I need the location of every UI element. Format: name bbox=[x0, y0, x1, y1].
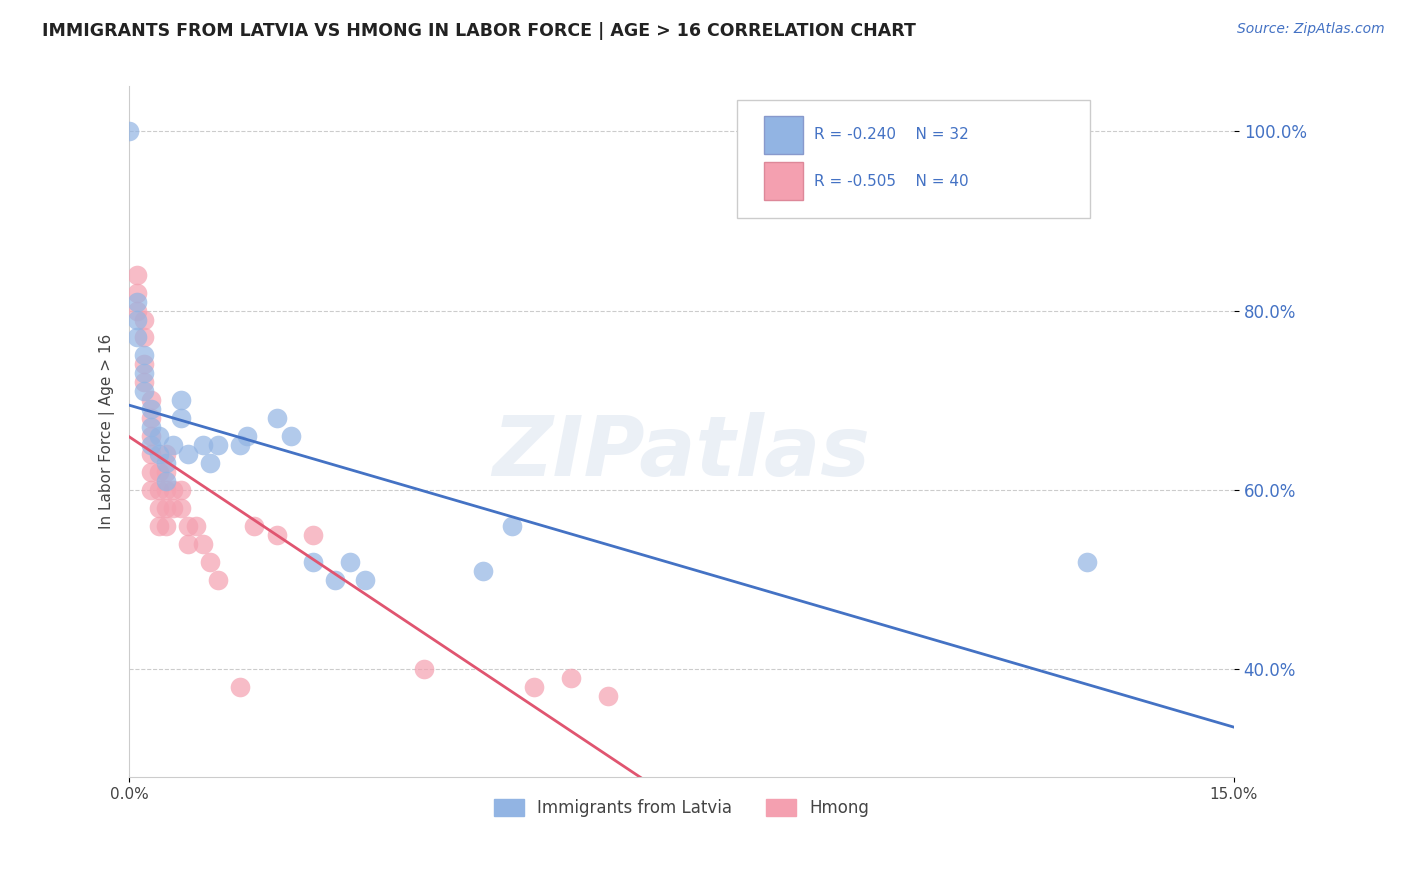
Text: Source: ZipAtlas.com: Source: ZipAtlas.com bbox=[1237, 22, 1385, 37]
Point bbox=[207, 438, 229, 452]
Point bbox=[155, 500, 177, 515]
Point bbox=[471, 564, 494, 578]
Point bbox=[132, 312, 155, 326]
Point bbox=[155, 456, 177, 470]
Point bbox=[228, 438, 250, 452]
Text: IMMIGRANTS FROM LATVIA VS HMONG IN LABOR FORCE | AGE > 16 CORRELATION CHART: IMMIGRANTS FROM LATVIA VS HMONG IN LABOR… bbox=[42, 22, 917, 40]
Point bbox=[125, 312, 148, 326]
Point bbox=[132, 330, 155, 344]
Point bbox=[141, 393, 163, 408]
Point bbox=[118, 124, 141, 138]
Point bbox=[155, 483, 177, 497]
Point bbox=[170, 500, 193, 515]
Point bbox=[141, 402, 163, 417]
Point bbox=[141, 420, 163, 434]
Point bbox=[132, 348, 155, 362]
Point bbox=[141, 438, 163, 452]
Point bbox=[354, 573, 377, 587]
Point bbox=[177, 447, 200, 461]
Point bbox=[302, 555, 325, 569]
Point bbox=[148, 483, 170, 497]
Point bbox=[207, 573, 229, 587]
Point bbox=[141, 429, 163, 443]
Point bbox=[523, 680, 546, 694]
Text: R = -0.505    N = 40: R = -0.505 N = 40 bbox=[814, 174, 969, 189]
Point bbox=[177, 518, 200, 533]
Point bbox=[266, 527, 288, 541]
Point bbox=[132, 384, 155, 399]
Point bbox=[148, 429, 170, 443]
Point bbox=[125, 285, 148, 300]
Point bbox=[162, 500, 184, 515]
Point bbox=[412, 662, 434, 676]
Point bbox=[148, 500, 170, 515]
Point bbox=[200, 555, 222, 569]
FancyBboxPatch shape bbox=[737, 100, 1090, 218]
Point bbox=[325, 573, 347, 587]
Point bbox=[125, 303, 148, 318]
Point bbox=[236, 429, 259, 443]
Text: R = -0.240    N = 32: R = -0.240 N = 32 bbox=[814, 128, 969, 142]
Point bbox=[302, 527, 325, 541]
Point bbox=[125, 268, 148, 282]
FancyBboxPatch shape bbox=[765, 116, 803, 153]
Point bbox=[155, 447, 177, 461]
Point bbox=[125, 294, 148, 309]
Point bbox=[162, 438, 184, 452]
Text: ZIPatlas: ZIPatlas bbox=[492, 412, 870, 492]
Point bbox=[266, 411, 288, 425]
FancyBboxPatch shape bbox=[765, 162, 803, 201]
Point bbox=[132, 367, 155, 381]
Point bbox=[148, 465, 170, 479]
Point bbox=[162, 483, 184, 497]
Point bbox=[177, 537, 200, 551]
Point bbox=[501, 518, 523, 533]
Point bbox=[243, 518, 266, 533]
Legend: Immigrants from Latvia, Hmong: Immigrants from Latvia, Hmong bbox=[488, 792, 876, 824]
Point bbox=[148, 447, 170, 461]
Point bbox=[191, 537, 214, 551]
Point bbox=[141, 483, 163, 497]
Point bbox=[184, 518, 207, 533]
Point bbox=[125, 330, 148, 344]
Point bbox=[228, 680, 250, 694]
Point bbox=[141, 411, 163, 425]
Point bbox=[148, 518, 170, 533]
Point bbox=[1076, 555, 1098, 569]
Point bbox=[141, 447, 163, 461]
Point bbox=[155, 465, 177, 479]
Y-axis label: In Labor Force | Age > 16: In Labor Force | Age > 16 bbox=[100, 334, 115, 529]
Point bbox=[132, 357, 155, 371]
Point bbox=[596, 689, 619, 703]
Point bbox=[200, 456, 222, 470]
Point bbox=[170, 483, 193, 497]
Point bbox=[170, 393, 193, 408]
Point bbox=[560, 671, 582, 685]
Point bbox=[339, 555, 361, 569]
Point bbox=[280, 429, 302, 443]
Point bbox=[191, 438, 214, 452]
Point bbox=[132, 376, 155, 390]
Point bbox=[155, 518, 177, 533]
Point bbox=[170, 411, 193, 425]
Point bbox=[141, 465, 163, 479]
Point bbox=[155, 474, 177, 488]
